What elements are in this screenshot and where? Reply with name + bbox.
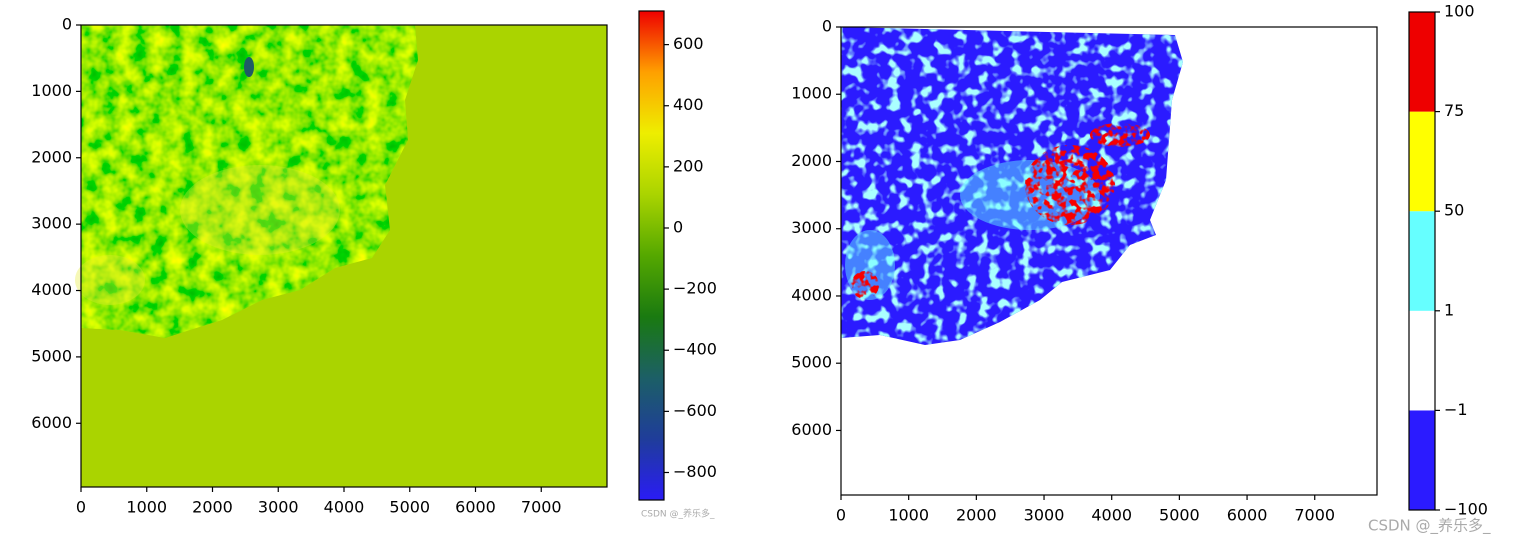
- x-tick-label: 5000: [389, 498, 430, 517]
- watermark: CSDN @_养乐多_: [1368, 517, 1491, 536]
- colorbar-segment: [1409, 111, 1435, 212]
- axes-frame: [840, 26, 1378, 496]
- colorbar-tick-label: 0: [673, 217, 683, 236]
- colorbar-frame: [638, 10, 665, 501]
- watermark: CSDN @_养乐多_: [641, 508, 715, 520]
- x-tick-label: 2000: [956, 506, 997, 525]
- x-tick-label: 3000: [1024, 506, 1065, 525]
- colorbar-tick-label: −100: [1444, 500, 1488, 519]
- x-tick-label: 4000: [324, 498, 365, 517]
- y-tick-label: 5000: [31, 346, 72, 365]
- y-tick-label: 0: [62, 15, 72, 34]
- colorbar-tick-label: 50: [1444, 201, 1464, 220]
- y-tick-label: 4000: [31, 280, 72, 299]
- x-tick-label: 1000: [888, 506, 929, 525]
- x-tick-label: 6000: [455, 498, 496, 517]
- colorbar-tick-label: 200: [673, 156, 704, 175]
- colorbar: [639, 11, 664, 500]
- colorbar-tick-label: 600: [673, 34, 704, 53]
- y-tick-label: 3000: [791, 218, 832, 237]
- colorbar-tick-label: 400: [673, 95, 704, 114]
- x-tick-label: 1000: [126, 498, 167, 517]
- colorbar-tick-label: −400: [673, 340, 717, 359]
- x-tick-label: 5000: [1159, 506, 1200, 525]
- colorbar-tick-label: −600: [673, 401, 717, 420]
- x-tick-label: 6000: [1227, 506, 1268, 525]
- x-tick-label: 0: [836, 506, 846, 525]
- y-tick-label: 5000: [791, 353, 832, 372]
- raster-left: [75, 25, 607, 487]
- y-tick-label: 3000: [31, 214, 72, 233]
- colorbar-tick-label: 100: [1444, 2, 1475, 21]
- colorbar-segment: [1409, 410, 1435, 510]
- colorbar-tick-label: −200: [673, 279, 717, 298]
- colorbar-tick-label: −800: [673, 462, 717, 481]
- y-tick-label: 1000: [791, 84, 832, 103]
- x-tick-label: 7000: [1294, 506, 1335, 525]
- y-tick-label: 2000: [31, 147, 72, 166]
- colorbar-tick-label: −1: [1444, 400, 1468, 419]
- y-tick-label: 1000: [31, 81, 72, 100]
- x-tick-label: 3000: [258, 498, 299, 517]
- y-tick-label: 6000: [31, 413, 72, 432]
- colorbar-segment: [1409, 310, 1435, 411]
- colorbar-tick-label: 1: [1444, 300, 1454, 319]
- colorbar-segment: [1409, 12, 1435, 112]
- x-tick-label: 2000: [192, 498, 233, 517]
- colorbar-tick-label: 75: [1444, 101, 1464, 120]
- y-tick-label: 6000: [791, 420, 832, 439]
- y-tick-label: 2000: [791, 151, 832, 170]
- x-tick-label: 7000: [521, 498, 562, 517]
- y-tick-label: 4000: [791, 285, 832, 304]
- raster-right: [841, 27, 1377, 495]
- y-tick-label: 0: [822, 17, 832, 36]
- x-tick-label: 4000: [1091, 506, 1132, 525]
- colorbar-segment: [1409, 211, 1435, 311]
- colorbar-frame: [1408, 11, 1436, 511]
- x-tick-label: 0: [76, 498, 86, 517]
